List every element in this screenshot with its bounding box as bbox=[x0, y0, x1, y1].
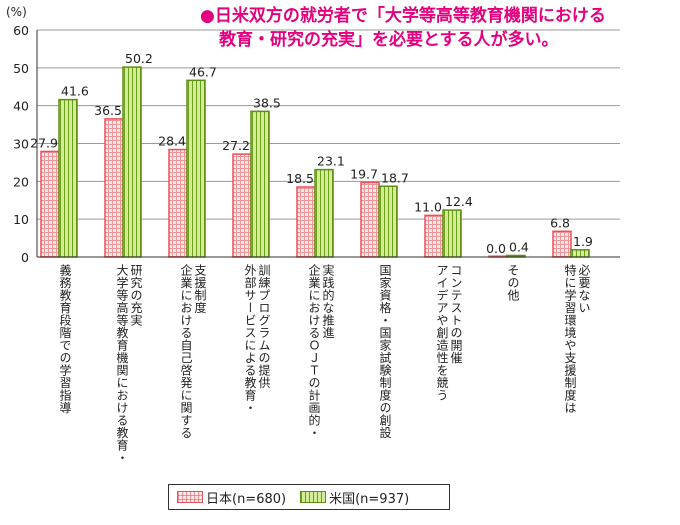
bars bbox=[40, 66, 590, 258]
data-label-usa: 23.1 bbox=[317, 154, 345, 169]
data-label-usa: 0.4 bbox=[509, 239, 529, 254]
y-tick-label: 50 bbox=[13, 61, 29, 76]
data-label-japan: 11.0 bbox=[414, 199, 442, 214]
x-category-label: 企業における自己啓発に関する bbox=[179, 263, 193, 439]
x-category-label: 大学等高等教育機関における教育・ bbox=[115, 264, 129, 464]
y-tick-label: 30 bbox=[13, 137, 29, 152]
data-label-usa: 41.6 bbox=[61, 84, 89, 99]
x-category-label: その他 bbox=[506, 264, 520, 302]
x-category-label: 特に学習環境や支援制度は bbox=[563, 263, 577, 414]
bar-japan bbox=[360, 181, 380, 258]
chart-title-line-1: ●日米双方の就労者で「大学等高等教育機関における bbox=[200, 6, 606, 26]
bar-usa bbox=[186, 79, 206, 258]
data-label-japan: 27.2 bbox=[222, 138, 250, 153]
x-category-label: 外部サービスによる教育・ bbox=[243, 264, 257, 414]
bar-usa bbox=[570, 249, 590, 258]
bar-usa bbox=[122, 66, 142, 258]
bar-japan bbox=[232, 153, 252, 258]
bar-usa bbox=[378, 185, 398, 258]
x-category-label: 必要ない bbox=[577, 264, 591, 314]
bar-usa bbox=[314, 168, 334, 258]
x-category-label: 義務教育段階での学習指導 bbox=[58, 263, 72, 414]
data-label-usa: 50.2 bbox=[125, 51, 153, 66]
bar-japan bbox=[552, 230, 572, 258]
x-category-label: コンテストの開催 bbox=[449, 264, 463, 364]
data-label-usa: 38.5 bbox=[253, 95, 281, 110]
x-category-label: 国家資格・国家試験制度の創設 bbox=[378, 264, 392, 439]
data-label-usa: 18.7 bbox=[381, 170, 409, 185]
data-label-japan: 0.0 bbox=[486, 241, 506, 256]
data-label-japan: 36.5 bbox=[94, 103, 122, 118]
x-category-label: 訓練プログラムの提供 bbox=[257, 263, 271, 389]
data-label-usa: 46.7 bbox=[189, 64, 217, 79]
data-label-japan: 28.4 bbox=[158, 134, 186, 149]
x-category-label: アイデアや創造性を競う bbox=[435, 264, 449, 402]
chart-title-line-2: 教育・研究の充実」を必要とする人が多い。 bbox=[219, 30, 559, 50]
legend-item-usa: 米国(n=937) bbox=[300, 488, 409, 507]
y-tick-label: 20 bbox=[13, 174, 29, 189]
legend-label-japan: 日本(n=680) bbox=[206, 491, 287, 507]
bar-japan bbox=[40, 150, 60, 258]
x-axis-labels: 義務教育段階での学習指導 大学等高等教育機関における教育・ 研究の充実 企業における自… bbox=[58, 263, 591, 464]
bar-usa bbox=[442, 209, 462, 258]
data-label-japan: 18.5 bbox=[286, 171, 314, 186]
bar-japan bbox=[104, 118, 124, 258]
legend-swatch-usa bbox=[300, 491, 327, 503]
bar-japan bbox=[424, 214, 444, 258]
x-category-label: 支援制度 bbox=[193, 264, 207, 314]
bar-usa bbox=[250, 110, 270, 258]
x-category-label: 実践的な推進 bbox=[321, 263, 335, 340]
legend: 日本(n=680) 米国(n=937) bbox=[168, 484, 450, 510]
data-labels: 27.9 41.6 36.5 50.2 28.4 46.7 27.2 38.5 18.523.1… bbox=[30, 51, 593, 256]
data-label-usa: 12.4 bbox=[445, 194, 473, 209]
y-tick-label: 60 bbox=[13, 23, 29, 38]
legend-swatch-japan bbox=[177, 491, 203, 503]
y-axis-label: (%) bbox=[6, 5, 27, 19]
y-tick-label: 40 bbox=[13, 99, 29, 114]
y-tick-label: 10 bbox=[13, 212, 29, 227]
x-category-label: 研究の充実 bbox=[129, 264, 143, 327]
data-label-japan: 6.8 bbox=[550, 215, 570, 230]
y-axis-ticks: 0 10 20 30 40 50 60 bbox=[13, 23, 29, 265]
bar-usa bbox=[58, 98, 78, 258]
legend-item-japan: 日本(n=680) bbox=[177, 488, 286, 507]
bar-japan bbox=[168, 148, 188, 258]
x-category-label: 企業におけるＯＪＴの計画的・ bbox=[307, 263, 321, 439]
legend-label-usa: 米国(n=937) bbox=[329, 491, 410, 507]
data-label-japan: 27.9 bbox=[30, 135, 58, 150]
data-label-usa: 1.9 bbox=[573, 234, 593, 249]
data-label-japan: 19.7 bbox=[350, 166, 378, 181]
y-tick-label: 0 bbox=[21, 250, 29, 265]
bar-japan bbox=[296, 186, 316, 258]
